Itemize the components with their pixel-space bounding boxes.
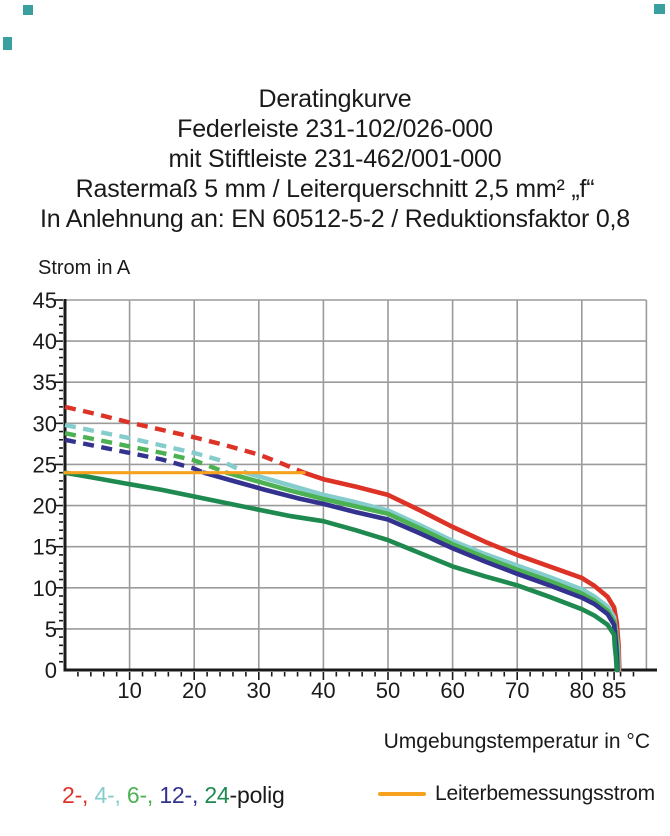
x-axis-title: Umgebungstemperatur in °C [383, 730, 650, 753]
legend-item-24-polig: 24 [204, 782, 230, 808]
curve-24-polig [62, 470, 619, 673]
tick-labels: 10 20 30 40 50 60 70 80 85 0 5 10 15 20 25 30 35 40 45 [33, 288, 627, 703]
y-tick-label-40: 40 [33, 329, 57, 354]
y-axis-title: Strom in A [38, 257, 131, 279]
curve-6-polig-dashed [64, 431, 228, 475]
y-tick-label-5: 5 [45, 617, 57, 642]
chart-title-block: Deratingkurve Federleiste 231-102/026-00… [0, 84, 670, 234]
legend-rated: Leiterbemessungsstrom [378, 780, 655, 808]
x-tick-label-80: 80 [570, 678, 594, 703]
x-tick-label-85: 85 [602, 678, 626, 703]
chart-subtitle-pitch: Rastermaß 5 mm / Leiterquerschnitt 2,5 m… [75, 175, 595, 203]
rated-current-label: Leiterbemessungsstrom [435, 782, 655, 805]
registration-mark [23, 5, 33, 15]
y-tick-label-25: 25 [33, 452, 57, 477]
curve-12-polig [201, 470, 620, 673]
rated-current-swatch [378, 792, 426, 796]
y-tick-label-30: 30 [33, 411, 57, 436]
legend-poles: 2-, 4-, 6-, 12-, 24-polig [62, 782, 285, 809]
chart-title: Deratingkurve [258, 85, 412, 113]
curve-4-polig-dashed [64, 422, 247, 475]
y-tick-label-35: 35 [33, 370, 57, 395]
registration-mark [654, 4, 665, 14]
curve-2-polig [301, 470, 622, 673]
y-tick-label-0: 0 [45, 658, 57, 683]
legend-item-6-polig: 6-, [126, 782, 160, 808]
registration-mark [3, 37, 12, 50]
legend-item-2-polig: 2-, [62, 782, 95, 808]
curve-2-polig-dashed [64, 404, 305, 475]
axes [63, 299, 657, 672]
x-tick-label-50: 50 [376, 678, 400, 703]
legend-item-4-polig: 4-, [94, 782, 127, 808]
curve-12-polig-dashed [64, 437, 205, 475]
chart-subtitle-standard: In Anlehnung an: EN 60512-5-2 / Reduktio… [39, 205, 630, 233]
legend-poles-items: 2-, 4-, 6-, 12-, 24 [62, 782, 230, 808]
x-tick-label-70: 70 [505, 678, 529, 703]
legend-poles-suffix: -polig [229, 782, 285, 808]
y-tick-label-20: 20 [33, 494, 57, 519]
chart-subtitle-part: Federleiste 231-102/026-000 [177, 115, 493, 143]
ticks [55, 299, 635, 680]
legend-item-12-polig: 12-, [159, 782, 205, 808]
y-tick-label-45: 45 [33, 288, 57, 313]
x-tick-label-40: 40 [311, 678, 335, 703]
y-tick-label-10: 10 [33, 576, 57, 601]
y-tick-label-15: 15 [33, 535, 57, 560]
curves [62, 404, 622, 673]
chart-subtitle-mating: mit Stiftleiste 231-462/001-000 [168, 145, 502, 173]
x-tick-label-30: 30 [247, 678, 271, 703]
x-tick-label-10: 10 [117, 678, 141, 703]
x-tick-label-20: 20 [182, 678, 206, 703]
x-tick-label-60: 60 [440, 678, 464, 703]
